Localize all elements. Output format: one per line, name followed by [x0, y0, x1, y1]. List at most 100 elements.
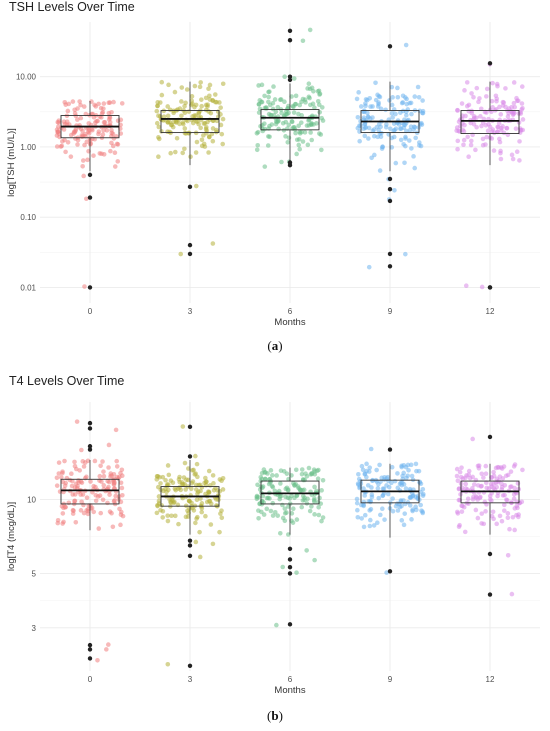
- data-point: [266, 111, 272, 117]
- data-point: [391, 107, 397, 112]
- data-point: [401, 498, 406, 503]
- data-point: [259, 82, 265, 88]
- data-point: [378, 134, 384, 139]
- data-point: [455, 146, 460, 152]
- data-point: [203, 491, 208, 497]
- data-point: [272, 97, 278, 102]
- outlier-point: [487, 592, 493, 597]
- data-point: [111, 499, 117, 504]
- data-point: [384, 570, 389, 575]
- data-point: [317, 109, 323, 115]
- data-point: [69, 471, 74, 477]
- data-point: [107, 492, 112, 497]
- outlier-point: [187, 538, 193, 543]
- x-tick-label: 3: [188, 675, 193, 684]
- data-point: [355, 114, 361, 120]
- data-point: [503, 86, 508, 91]
- data-point: [415, 84, 421, 90]
- data-point: [509, 591, 515, 597]
- data-point: [389, 102, 395, 108]
- box-group-month-6: [254, 27, 326, 169]
- data-point: [282, 99, 287, 105]
- data-point: [461, 137, 467, 143]
- data-point: [375, 134, 381, 140]
- data-point: [455, 107, 460, 113]
- data-point: [518, 127, 524, 133]
- outlier-point: [87, 420, 93, 426]
- data-point: [256, 110, 262, 115]
- data-point: [117, 474, 122, 480]
- data-point: [408, 462, 414, 468]
- data-point: [402, 501, 408, 507]
- data-point: [94, 118, 99, 124]
- data-point: [395, 471, 400, 476]
- data-point: [465, 496, 471, 502]
- data-point: [484, 134, 489, 140]
- data-point: [59, 503, 65, 509]
- data-point: [60, 469, 65, 474]
- data-point: [389, 135, 395, 141]
- data-point: [413, 504, 418, 510]
- data-point: [316, 88, 322, 94]
- data-point: [165, 113, 171, 119]
- data-point: [285, 139, 291, 145]
- data-point: [214, 129, 219, 135]
- data-point: [399, 503, 404, 509]
- data-point: [483, 480, 489, 486]
- data-point: [499, 481, 504, 487]
- data-point: [182, 126, 188, 131]
- data-point: [207, 93, 212, 99]
- data-point: [60, 139, 65, 144]
- data-point: [378, 106, 384, 112]
- data-point: [171, 500, 177, 506]
- data-point: [80, 459, 86, 464]
- data-point: [477, 96, 482, 101]
- data-point: [366, 264, 372, 270]
- x-tick-label: 6: [288, 307, 293, 316]
- data-point: [294, 570, 299, 575]
- data-point: [106, 465, 111, 470]
- data-point: [510, 156, 516, 162]
- data-point: [258, 474, 264, 480]
- data-point: [106, 442, 112, 448]
- data-point: [355, 481, 361, 486]
- data-point: [156, 494, 162, 499]
- data-point: [407, 127, 413, 133]
- data-point: [84, 139, 90, 145]
- data-point: [482, 499, 488, 505]
- data-point: [358, 118, 363, 124]
- data-point: [519, 84, 525, 89]
- data-point: [480, 142, 486, 148]
- y-tick-label: 3: [32, 624, 37, 633]
- data-point: [182, 460, 188, 466]
- data-point: [189, 480, 195, 486]
- data-point: [118, 470, 123, 476]
- data-point: [362, 471, 368, 476]
- outlier-point: [87, 642, 93, 648]
- data-point: [157, 114, 163, 119]
- data-point: [197, 554, 203, 560]
- data-point: [74, 485, 80, 491]
- data-point: [56, 460, 62, 465]
- data-point: [286, 532, 291, 537]
- data-point: [509, 104, 514, 110]
- data-point: [368, 498, 373, 504]
- data-point: [118, 522, 123, 528]
- chart-title: TSH Levels Over Time: [9, 0, 135, 14]
- data-point: [78, 508, 84, 513]
- outlier-point: [187, 424, 193, 430]
- data-point: [376, 495, 382, 501]
- data-point: [167, 129, 172, 135]
- data-point: [176, 521, 181, 527]
- data-point: [516, 512, 521, 517]
- data-point: [96, 101, 101, 107]
- data-point: [293, 130, 298, 136]
- data-point: [403, 136, 408, 141]
- data-point: [514, 149, 520, 155]
- data-point: [511, 80, 517, 85]
- data-point: [186, 109, 192, 114]
- data-point: [311, 88, 316, 94]
- data-point: [483, 471, 489, 476]
- data-point: [275, 513, 281, 518]
- data-point: [274, 622, 279, 628]
